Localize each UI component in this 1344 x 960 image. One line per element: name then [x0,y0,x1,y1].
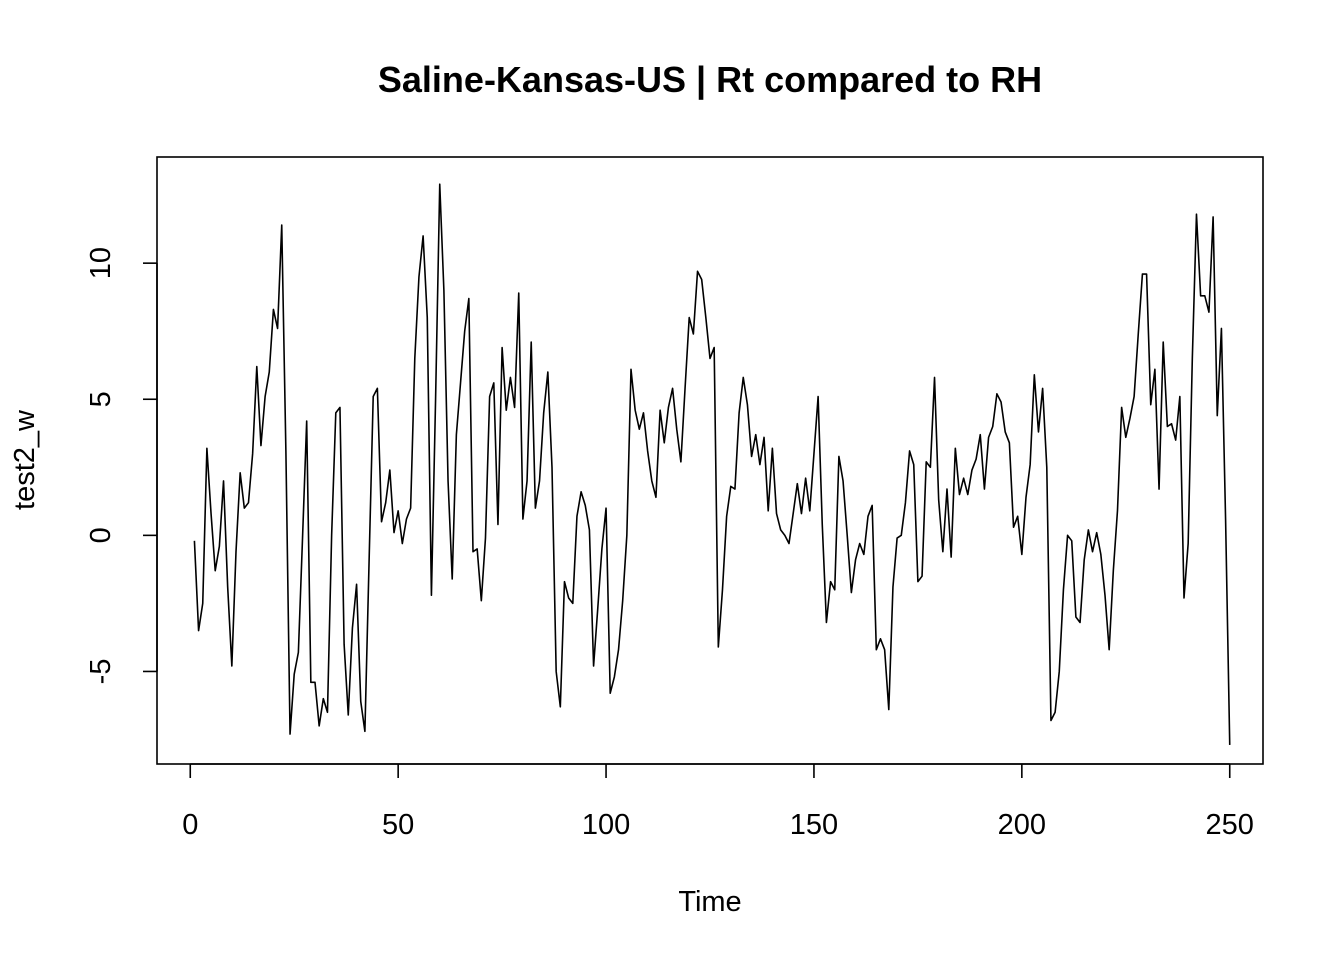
x-tick-label: 150 [790,809,838,841]
y-tick-label: -5 [85,659,117,685]
chart-title: Saline-Kansas-US | Rt compared to RH [378,59,1042,101]
x-tick-label: 100 [582,809,630,841]
x-tick-label: 250 [1206,809,1254,841]
series-layer [193,183,1231,745]
y-axis: -5 0 5 10 [85,247,158,685]
y-axis-label: test2_w [9,409,41,510]
x-tick-label: 50 [382,809,414,841]
plot-frame [156,156,1264,765]
series-line [193,183,1231,745]
y-tick-label: 0 [85,527,117,543]
x-axis-label: Time [678,886,741,918]
x-tick-label: 200 [998,809,1046,841]
x-axis: 0 50 100 150 200 250 [182,763,1254,841]
y-tick-label: 10 [85,247,117,279]
x-tick-label: 0 [182,809,198,841]
y-tick-label: 5 [85,391,117,407]
